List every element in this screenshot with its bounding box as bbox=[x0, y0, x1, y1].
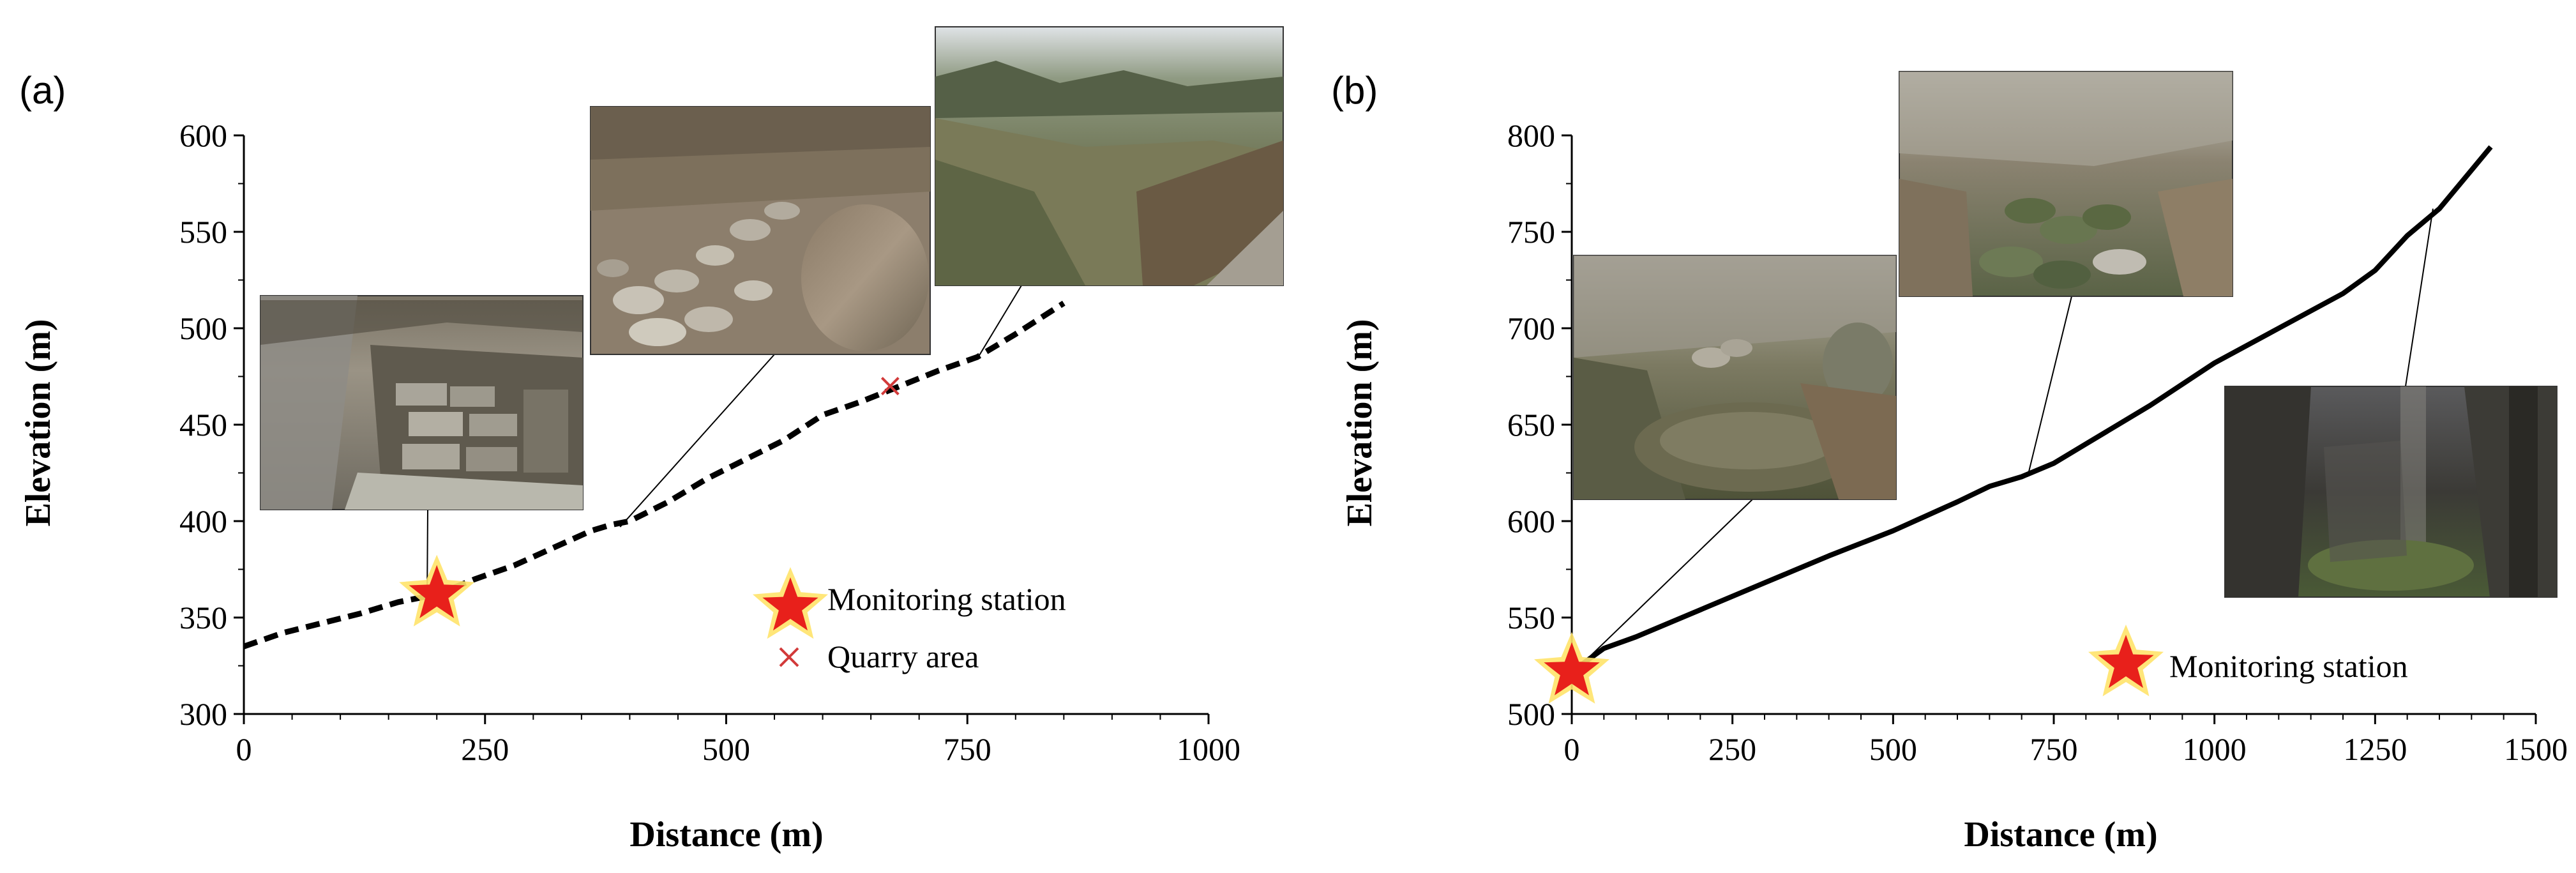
y-tick-label: 350 bbox=[179, 600, 227, 635]
x-axis-title-a: Distance (m) bbox=[629, 815, 823, 854]
photo-callout-line bbox=[2405, 208, 2434, 387]
x-tick-label: 750 bbox=[2030, 731, 2078, 767]
x-tick-label: 500 bbox=[1869, 731, 1917, 767]
x-tick-label: 1000 bbox=[2183, 731, 2247, 767]
legend-star-icon bbox=[2088, 625, 2164, 697]
series-line-a bbox=[243, 300, 1066, 649]
y-tick-label: 800 bbox=[1507, 118, 1555, 153]
y-tick-label: 500 bbox=[1507, 696, 1555, 732]
photo-callout-line bbox=[2027, 296, 2072, 475]
photo-dark-forest-gully bbox=[2224, 386, 2557, 598]
y-axis-title-a: Elevation (m) bbox=[19, 319, 58, 526]
panel-label-a: (a) bbox=[19, 69, 66, 112]
x-tick-label: 1000 bbox=[1177, 731, 1240, 767]
y-tick-label: 550 bbox=[1507, 600, 1555, 635]
markers-b bbox=[1534, 632, 1609, 704]
legend-star-icon bbox=[753, 567, 828, 639]
ticks-a: 300 350 400 450 500 550 600 0 250 500 750 1000 bbox=[179, 118, 1240, 767]
legend-b: Monitoring station bbox=[2088, 625, 2408, 697]
photo-quarry-hillside bbox=[935, 26, 1284, 286]
photo-pool-stream bbox=[1573, 255, 1897, 500]
legend-label-quarry-a: Quarry area bbox=[827, 639, 979, 674]
x-tick-label: 750 bbox=[944, 731, 991, 767]
x-tick-label: 0 bbox=[236, 731, 252, 767]
panel-label-b: (b) bbox=[1331, 69, 1378, 112]
chart-panel-b: 500 550 600 650 700 750 800 0 250 500 750 1000 1250 1… bbox=[1340, 71, 2568, 854]
legend-label-monitoring-a: Monitoring station bbox=[827, 581, 1066, 617]
markers-a bbox=[399, 377, 900, 626]
photo-mossy-boulders bbox=[1899, 71, 2233, 297]
monitoring-station-marker bbox=[399, 554, 475, 626]
legend-star-marker-a bbox=[753, 567, 828, 639]
y-tick-label: 450 bbox=[179, 407, 227, 443]
quarry-area-marker bbox=[880, 377, 900, 396]
y-axis-title-b: Elevation (m) bbox=[1340, 319, 1380, 526]
y-tick-label: 600 bbox=[1507, 503, 1555, 539]
x-tick-label: 1500 bbox=[2504, 731, 2568, 767]
legend-a: Monitoring station Quarry area bbox=[753, 567, 1066, 674]
monitoring-station-marker bbox=[1534, 632, 1609, 704]
x-axis-title-b: Distance (m) bbox=[1964, 815, 2157, 854]
y-tick-label: 550 bbox=[179, 214, 227, 250]
y-tick-label: 500 bbox=[179, 310, 227, 346]
photo-callout-line bbox=[976, 285, 1022, 360]
legend-star-marker-b bbox=[2088, 625, 2164, 697]
elevation-profile-line bbox=[243, 300, 1066, 649]
y-tick-label: 750 bbox=[1507, 214, 1555, 250]
photo-callout-line bbox=[619, 354, 775, 528]
photo-callouts-b bbox=[1578, 208, 2434, 669]
x-tick-label: 250 bbox=[1708, 731, 1756, 767]
photo-boulder-streambed bbox=[590, 106, 931, 355]
series-line-b bbox=[1570, 145, 2493, 674]
legend-quarry-marker-a bbox=[779, 647, 799, 667]
elevation-profile-line bbox=[1570, 145, 2493, 674]
x-tick-label: 1250 bbox=[2343, 731, 2407, 767]
x-tick-label: 250 bbox=[461, 731, 509, 767]
y-tick-label: 600 bbox=[179, 118, 227, 153]
chart-panel-a: 300 350 400 450 500 550 600 0 250 500 750 1000 Dist… bbox=[19, 26, 1284, 854]
y-tick-label: 650 bbox=[1507, 407, 1555, 443]
photo-stone-channel bbox=[260, 295, 584, 510]
y-tick-label: 400 bbox=[179, 503, 227, 539]
y-tick-label: 300 bbox=[179, 696, 227, 732]
photo-callout-line bbox=[1578, 499, 1753, 669]
x-tick-label: 0 bbox=[1564, 731, 1580, 767]
y-tick-label: 700 bbox=[1507, 310, 1555, 346]
ticks-b: 500 550 600 650 700 750 800 0 250 500 750 1000 1250 1… bbox=[1507, 118, 2568, 767]
legend-label-monitoring-b: Monitoring station bbox=[2169, 648, 2408, 684]
x-tick-label: 500 bbox=[702, 731, 750, 767]
